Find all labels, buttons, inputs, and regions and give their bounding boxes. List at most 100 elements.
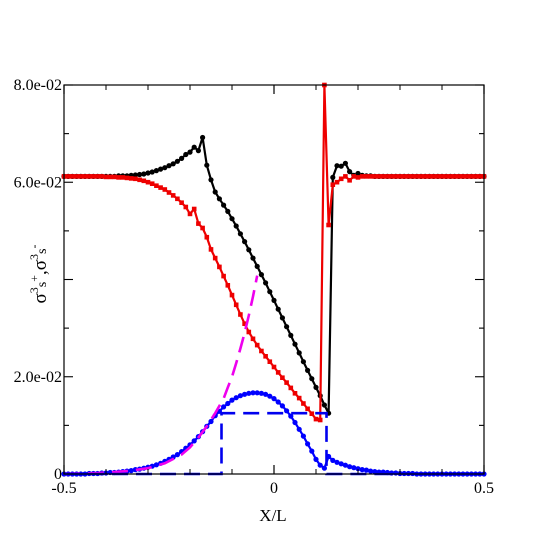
series-2 xyxy=(61,390,487,477)
series-1-point xyxy=(107,174,113,180)
series-1-point xyxy=(418,174,424,179)
series-1-point xyxy=(137,177,142,183)
series-1-point xyxy=(145,179,151,185)
series-1-point xyxy=(401,174,407,179)
series-0-point xyxy=(292,341,298,347)
series-2-line xyxy=(64,391,484,476)
y-axis-title: σ3s+,σ3s- xyxy=(27,245,51,304)
series-0-point xyxy=(195,148,201,154)
series-2-point xyxy=(359,467,365,473)
series-1-point xyxy=(338,176,344,182)
series-1-point xyxy=(351,174,357,179)
series-1-point xyxy=(212,255,218,261)
series-1-point xyxy=(448,174,453,179)
series-0-point xyxy=(267,289,273,295)
y-tick-label: 0 xyxy=(54,466,62,483)
series-1-point xyxy=(78,174,84,179)
series-1-point xyxy=(158,185,163,190)
series-2-point xyxy=(225,400,231,407)
series-1-point xyxy=(141,178,147,184)
series-2-point xyxy=(363,467,369,473)
series-1 xyxy=(61,82,487,423)
series-0-point xyxy=(347,169,353,175)
series-2-point xyxy=(271,396,277,402)
series-1-point xyxy=(305,406,310,412)
series-1-point xyxy=(162,187,168,192)
series-1-point xyxy=(406,174,411,179)
series-1-point xyxy=(217,264,222,270)
series-0-point xyxy=(342,160,348,166)
series-2-point xyxy=(351,465,357,471)
series-2-point xyxy=(347,464,353,470)
series-0-point xyxy=(216,196,222,202)
series-1-point xyxy=(70,174,75,179)
series-2-point xyxy=(292,419,298,426)
series-1-point xyxy=(343,174,348,179)
series-0-point xyxy=(170,161,176,167)
series-0-point xyxy=(237,231,243,237)
plot-marks xyxy=(61,82,487,477)
series-0-point xyxy=(212,189,218,195)
x-axis-title: X/L xyxy=(259,506,286,525)
series-1-point xyxy=(225,283,231,288)
series-1-point xyxy=(208,247,214,252)
series-1-point xyxy=(120,175,126,180)
series-1-point xyxy=(443,174,449,179)
series-2-point xyxy=(263,391,269,397)
series-0-point xyxy=(300,359,306,365)
series-0-point xyxy=(204,162,210,168)
series-2-point xyxy=(317,462,323,468)
series-1-point xyxy=(133,176,138,182)
y-tick-label: 6.0e-02 xyxy=(14,174,62,191)
series-1-point xyxy=(254,342,260,348)
series-0-point xyxy=(250,255,256,261)
series-0-point xyxy=(145,170,151,176)
series-1-point xyxy=(389,174,394,179)
series-2-point xyxy=(338,461,344,467)
series-1-point xyxy=(175,196,180,202)
y-title-sigma-1: σ xyxy=(30,293,51,303)
series-0-point xyxy=(187,149,193,155)
series-1-point xyxy=(473,174,478,179)
series-2-point xyxy=(296,426,302,432)
series-0-point xyxy=(330,174,336,180)
series-1-point xyxy=(263,354,268,359)
y-title-sup-2: 3 xyxy=(27,254,41,260)
series-0-point xyxy=(288,332,294,338)
series-2-point xyxy=(258,390,264,396)
series-1-point xyxy=(170,193,176,198)
series-3-line xyxy=(63,275,259,476)
series-2-point xyxy=(208,418,214,425)
series-1-point xyxy=(187,211,193,217)
series-2-point xyxy=(191,438,197,444)
series-2-point xyxy=(254,390,260,396)
series-1-point xyxy=(422,174,428,179)
series-2-point xyxy=(229,397,235,403)
series-0-point xyxy=(221,202,227,208)
series-1-point xyxy=(116,175,121,180)
series-1-point xyxy=(296,395,302,401)
series-2-point xyxy=(221,404,227,410)
y-tick-label: 2.0e-02 xyxy=(14,369,62,386)
series-1-point xyxy=(166,190,172,195)
series-2-point xyxy=(250,390,256,396)
series-1-point xyxy=(376,174,382,179)
series-3 xyxy=(63,275,259,476)
series-1-point xyxy=(477,174,483,179)
series-1-point xyxy=(99,174,105,179)
series-1-point xyxy=(280,375,285,380)
series-0-point xyxy=(141,171,147,177)
series-1-point xyxy=(334,179,340,185)
series-1-point xyxy=(368,174,373,179)
series-0-point xyxy=(275,306,281,312)
series-1-point xyxy=(275,370,281,375)
series-1-point xyxy=(183,204,189,210)
series-1-point xyxy=(149,181,155,186)
y-title-sub-1: s xyxy=(35,282,50,287)
series-1-point xyxy=(284,380,289,385)
series-4-line xyxy=(64,411,484,476)
y-title-sign-1: + xyxy=(27,275,41,282)
series-1-point xyxy=(200,225,205,231)
series-1-point xyxy=(86,174,92,179)
